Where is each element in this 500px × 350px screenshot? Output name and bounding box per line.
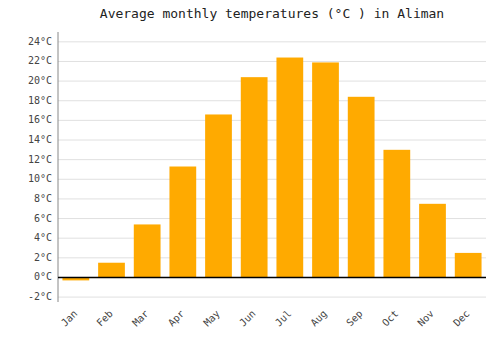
grid-line — [58, 61, 486, 62]
x-tick-label: Mar — [130, 308, 151, 329]
bar — [383, 150, 410, 278]
grid-line — [58, 277, 486, 278]
grid-line — [58, 81, 486, 82]
bar — [419, 204, 446, 278]
y-tick-label: 4°C — [34, 232, 52, 243]
bar — [276, 58, 303, 278]
y-tick-label: 22°C — [28, 55, 52, 66]
y-tick-label: 20°C — [28, 75, 52, 86]
grid-line — [58, 297, 486, 298]
y-tick-label: 16°C — [28, 114, 52, 125]
bars — [58, 58, 486, 281]
y-tick-label: 12°C — [28, 154, 52, 165]
y-tick-label: 8°C — [34, 193, 52, 204]
bar — [312, 62, 339, 277]
y-tick-label: 6°C — [34, 213, 52, 224]
bar — [169, 167, 196, 278]
y-tick-label: 0°C — [34, 271, 52, 282]
y-tick-label: 24°C — [28, 36, 52, 47]
grid-line — [58, 179, 486, 180]
y-tick-label: -2°C — [28, 291, 52, 302]
x-tick-label: Dec — [451, 308, 472, 329]
x-tick-label: May — [201, 308, 222, 329]
x-tick-label: Jun — [237, 308, 258, 329]
grid-line — [58, 120, 486, 121]
bar — [241, 77, 268, 277]
grid-line — [58, 140, 486, 141]
x-tick-label: Feb — [94, 308, 115, 329]
bar — [455, 253, 482, 278]
x-tick-label: Sep — [344, 308, 365, 329]
grid-line — [58, 41, 486, 42]
y-tick-label: 18°C — [28, 95, 52, 106]
y-tick-label: 2°C — [34, 252, 52, 263]
x-tick-label: Apr — [166, 308, 187, 329]
grid-line — [58, 159, 486, 160]
grid — [58, 42, 486, 297]
bar — [134, 224, 161, 277]
x-tick-label: Jan — [59, 308, 80, 329]
baseline — [58, 277, 486, 279]
x-tick-label: Aug — [308, 308, 329, 329]
y-tick-label: 14°C — [28, 134, 52, 145]
y-axis-line — [58, 32, 59, 302]
bar — [205, 114, 232, 277]
bar — [348, 97, 375, 278]
grid-line — [58, 100, 486, 101]
grid-line — [58, 198, 486, 199]
title: Average monthly temperatures (°C ) in Al… — [100, 6, 444, 21]
chart: Average monthly temperatures (°C ) in Al… — [0, 0, 500, 350]
y-tick-label: 10°C — [28, 173, 52, 184]
x-tick-label: Nov — [415, 308, 436, 329]
bar — [98, 263, 125, 278]
x-tick-label: Oct — [380, 308, 401, 329]
x-tick-label: Jul — [273, 308, 294, 329]
